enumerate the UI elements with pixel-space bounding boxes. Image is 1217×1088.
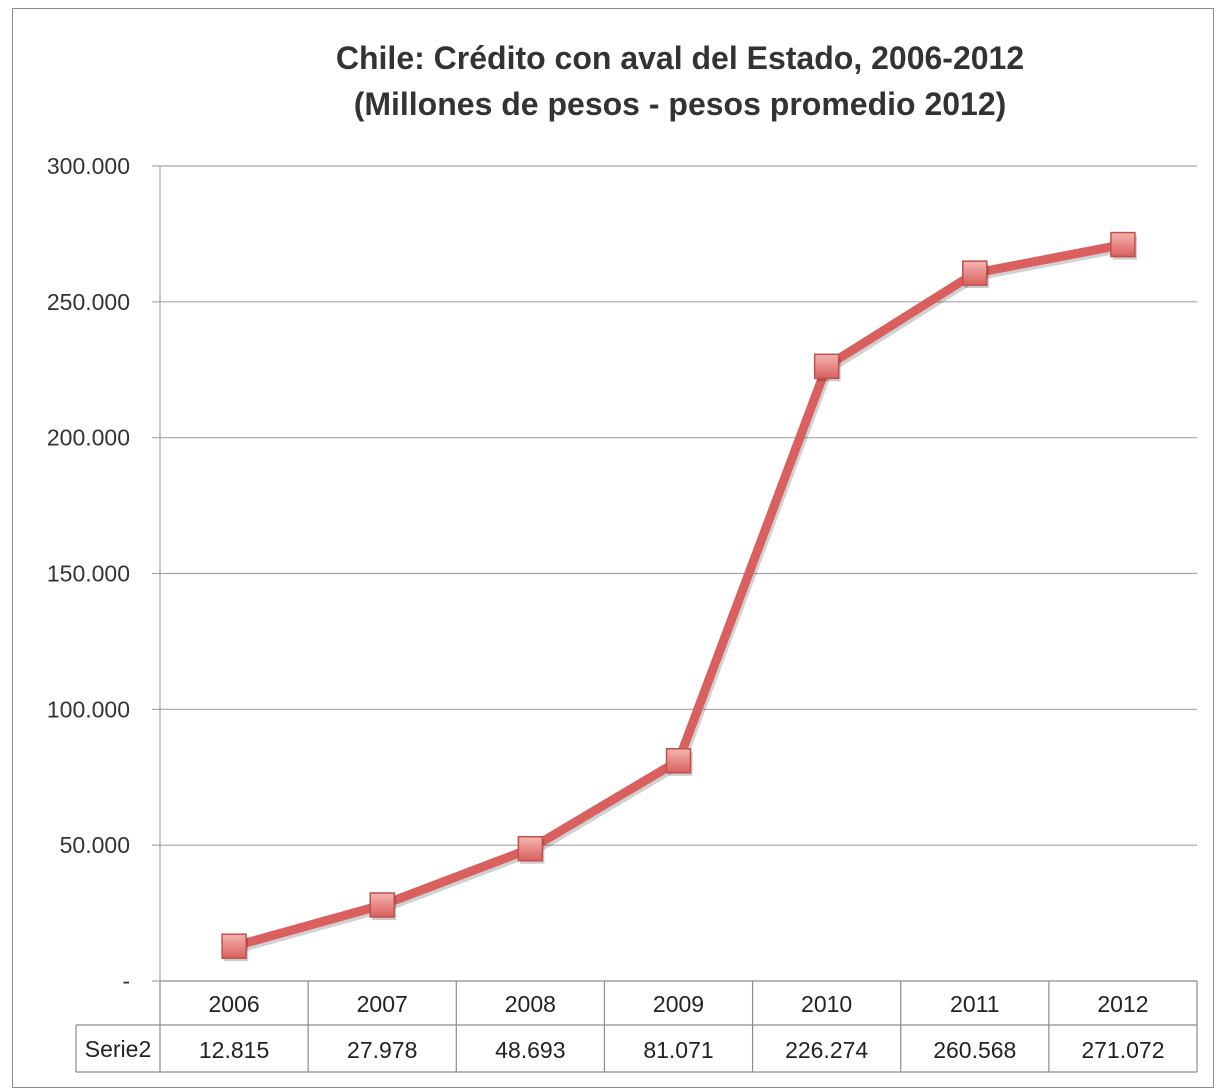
x-tick-label: 2008 — [505, 991, 556, 1017]
series-line — [229, 240, 1130, 954]
data-label: 81.071 — [643, 1037, 713, 1063]
series-name-label: Serie2 — [85, 1036, 151, 1062]
x-tick-label: 2011 — [950, 991, 999, 1017]
chart-title-line1: Chile: Crédito con aval del Estado, 2006… — [335, 40, 1025, 76]
x-tick-label: 2010 — [801, 991, 852, 1017]
data-label: 27.978 — [347, 1037, 417, 1063]
x-tick-label: 2006 — [208, 991, 259, 1017]
data-point — [517, 835, 544, 862]
data-point — [221, 933, 247, 959]
series-line-serie2 — [229, 240, 1128, 951]
chart-title-line2: (Millones de pesos - pesos promedio 2012… — [353, 86, 1007, 122]
data-label: 226.274 — [785, 1037, 868, 1063]
data-point — [665, 748, 692, 774]
data-point — [1110, 231, 1136, 258]
y-tick-label: 200.000 — [47, 425, 130, 451]
y-axis-ticks: - 50.000 100.000 150.000 200.000 250.000 300.0… — [47, 153, 130, 994]
y-tick-label: 300.000 — [47, 153, 130, 179]
data-point — [962, 260, 988, 286]
y-tick-label: 100.000 — [47, 696, 130, 722]
x-tick-label: 2007 — [357, 991, 408, 1017]
axes — [152, 165, 161, 982]
data-label: 260.568 — [933, 1037, 1016, 1063]
data-label: 271.072 — [1081, 1037, 1164, 1063]
series-markers — [221, 231, 1137, 962]
y-tick-label: - — [122, 968, 130, 994]
y-tick-label: 250.000 — [47, 289, 130, 315]
data-label: 48.693 — [495, 1037, 565, 1063]
gridlines — [160, 165, 1197, 846]
series-line-shadow — [231, 243, 1130, 954]
data-label: 12.815 — [199, 1037, 269, 1063]
y-tick-label: 50.000 — [60, 832, 130, 858]
data-table: 2006 2007 2008 2009 2010 2011 2012 Serie2 12.815… — [75, 980, 1198, 1073]
x-tick-label: 2012 — [1097, 991, 1148, 1017]
data-point — [813, 353, 840, 380]
x-tick-label: 2009 — [653, 991, 704, 1017]
y-tick-label: 150.000 — [47, 561, 130, 587]
data-point — [369, 892, 395, 918]
